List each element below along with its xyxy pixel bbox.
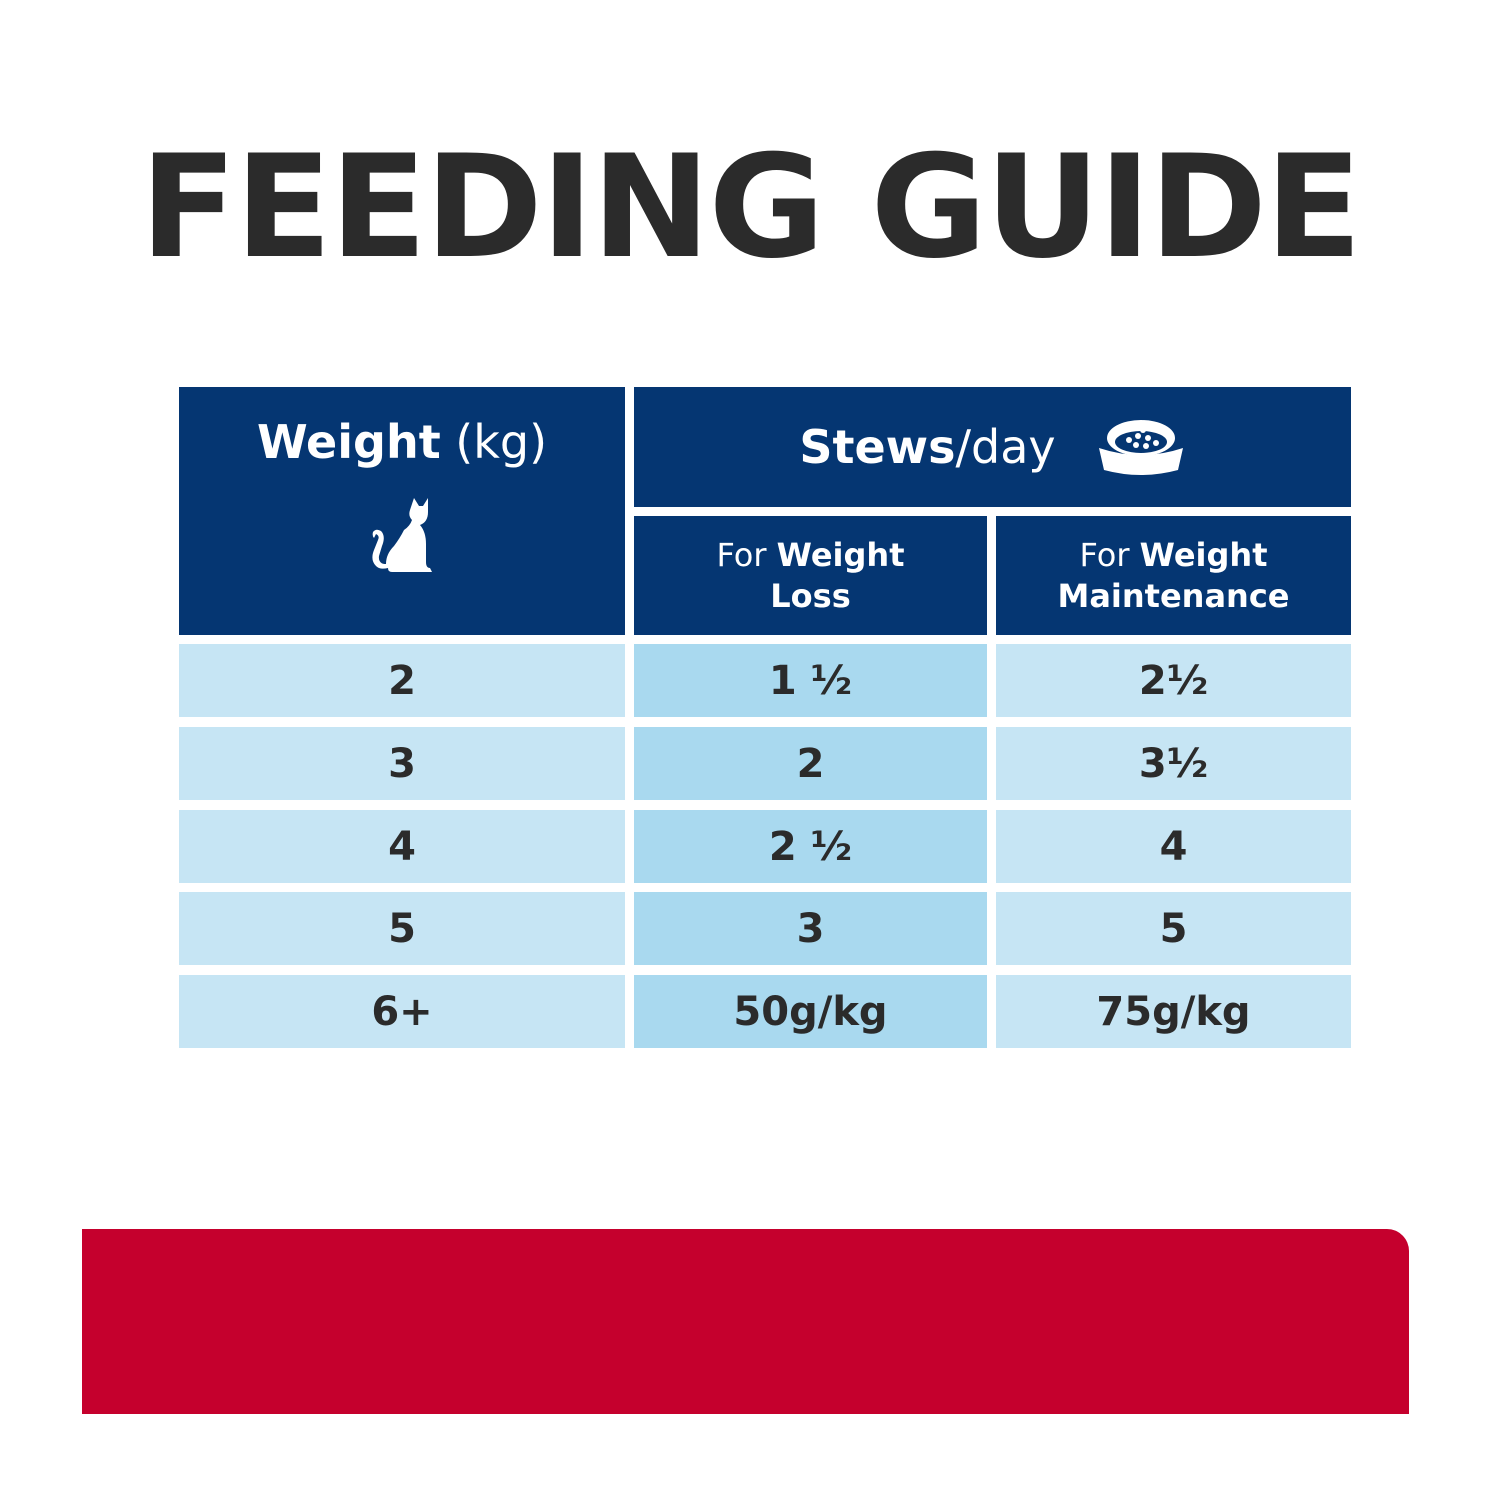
weight-maintenance-header-bold1: Weight	[1139, 535, 1268, 574]
weight-maintenance-cell: 2½	[996, 644, 1351, 717]
weight-maintenance-cell: 75g/kg	[996, 975, 1351, 1048]
weight-header-bold: Weight	[256, 415, 441, 469]
weight-loss-cell: 2	[634, 727, 987, 800]
weight-maintenance-header-bold2: Maintenance	[1057, 576, 1290, 615]
weight-loss-cell: 50g/kg	[634, 975, 987, 1048]
stews-header-unit: /day	[955, 420, 1056, 474]
weight-maintenance-header: For Weight Maintenance	[996, 516, 1351, 635]
stews-header-bold: Stews	[799, 420, 956, 474]
food-bowl-icon	[1096, 418, 1186, 476]
page-title: FEEDING GUIDE	[139, 125, 1362, 290]
weight-maintenance-cell: 5	[996, 892, 1351, 965]
weight-cell: 6+	[179, 975, 625, 1048]
weight-loss-header: For Weight Loss	[634, 516, 987, 635]
weight-maintenance-cell: 3½	[996, 727, 1351, 800]
weight-loss-header-bold1: Weight	[776, 535, 905, 574]
weight-cell: 4	[179, 810, 625, 883]
weight-loss-cell: 2 ½	[634, 810, 987, 883]
stews-per-day-header: Stews/day	[634, 387, 1351, 507]
cat-icon	[370, 496, 434, 578]
weight-header: Weight (kg)	[179, 387, 625, 635]
weight-header-unit: (kg)	[440, 415, 548, 469]
weight-loss-cell: 1 ½	[634, 644, 987, 717]
weight-maintenance-header-prefix: For	[1079, 535, 1140, 574]
weight-maintenance-cell: 4	[996, 810, 1351, 883]
weight-loss-cell: 3	[634, 892, 987, 965]
weight-cell: 2	[179, 644, 625, 717]
weight-cell: 3	[179, 727, 625, 800]
weight-loss-header-bold2: Loss	[770, 576, 851, 615]
red-banner	[82, 1229, 1409, 1414]
weight-loss-header-prefix: For	[716, 535, 777, 574]
weight-cell: 5	[179, 892, 625, 965]
